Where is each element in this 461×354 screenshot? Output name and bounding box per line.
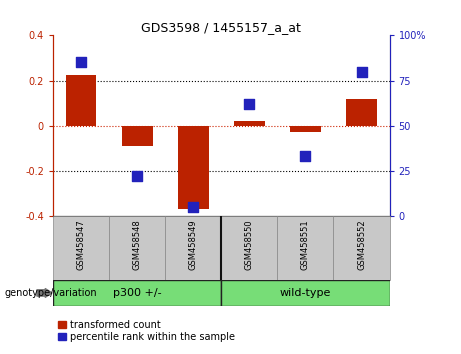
Bar [122,126,153,146]
Bar [290,126,321,132]
Legend: transformed count, percentile rank within the sample: transformed count, percentile rank withi… [58,320,235,342]
Bar [278,216,333,280]
Text: GSM458547: GSM458547 [77,219,86,270]
Point [134,173,141,179]
Point [189,204,197,210]
Text: genotype/variation: genotype/variation [5,288,97,298]
Bar [221,280,390,306]
Bar [65,75,96,126]
Point [358,69,365,74]
Bar [221,216,278,280]
Bar [165,216,221,280]
Text: GSM458550: GSM458550 [245,219,254,270]
Text: GSM458549: GSM458549 [189,219,198,270]
Bar [109,216,165,280]
Bar [53,280,221,306]
Bar [333,216,390,280]
Point [77,59,85,65]
Text: GSM458552: GSM458552 [357,219,366,270]
Bar [346,98,377,126]
Bar [178,126,209,209]
Title: GDS3598 / 1455157_a_at: GDS3598 / 1455157_a_at [142,21,301,34]
Text: GSM458548: GSM458548 [133,219,142,270]
Point [246,101,253,107]
Text: wild-type: wild-type [280,288,331,298]
Bar [53,216,109,280]
Text: GSM458551: GSM458551 [301,219,310,270]
Text: p300 +/-: p300 +/- [113,288,161,298]
Point [301,154,309,159]
Bar [234,121,265,126]
